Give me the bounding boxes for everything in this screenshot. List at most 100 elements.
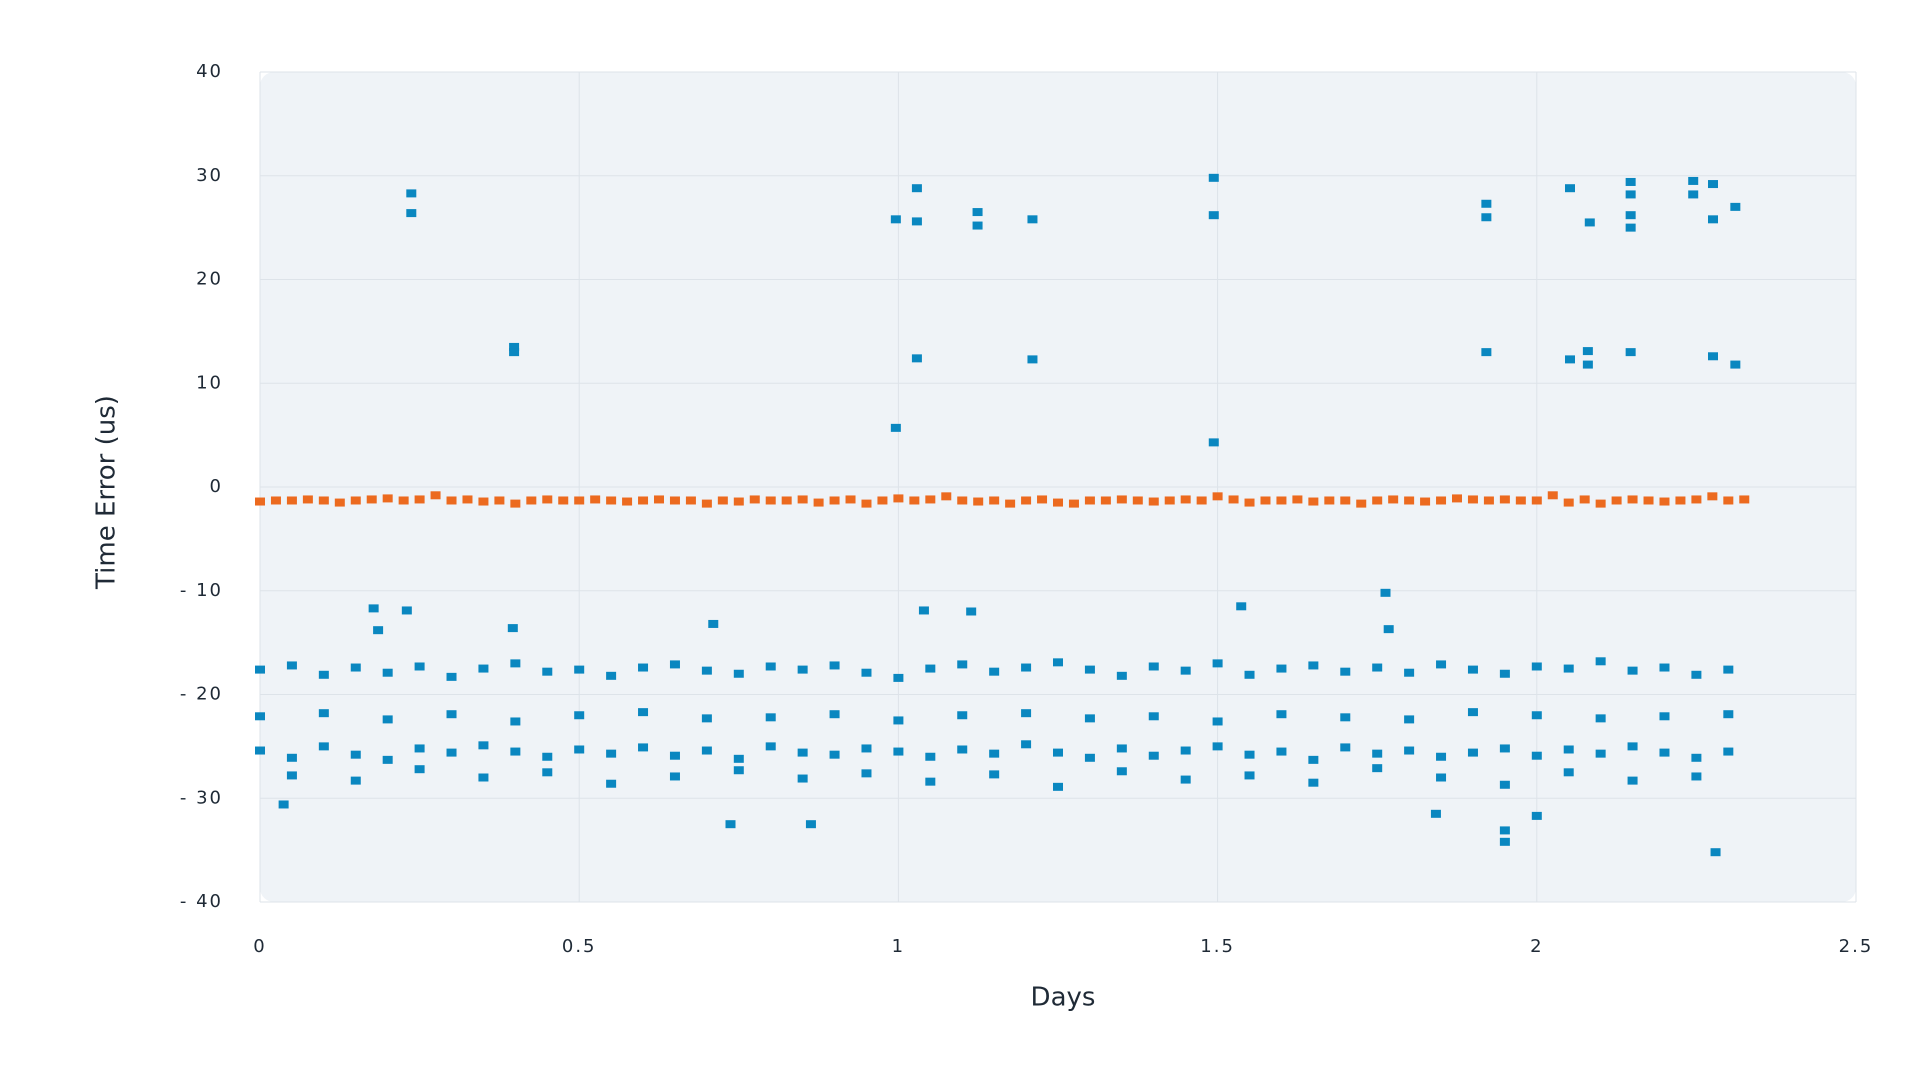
point bbox=[1244, 750, 1255, 759]
point bbox=[1467, 748, 1478, 757]
point bbox=[1707, 215, 1718, 224]
point bbox=[797, 665, 808, 674]
point bbox=[494, 496, 505, 505]
point bbox=[890, 215, 901, 224]
point bbox=[478, 741, 489, 750]
point bbox=[1430, 809, 1441, 818]
point bbox=[1483, 496, 1494, 505]
point bbox=[701, 499, 712, 508]
point bbox=[1276, 747, 1287, 756]
point bbox=[510, 499, 521, 508]
point bbox=[733, 669, 744, 678]
point bbox=[1132, 496, 1143, 505]
point bbox=[1116, 671, 1127, 680]
point bbox=[278, 800, 289, 809]
point bbox=[350, 496, 361, 505]
point bbox=[717, 496, 728, 505]
point bbox=[701, 746, 712, 755]
point bbox=[1116, 767, 1127, 776]
point bbox=[406, 189, 417, 198]
point bbox=[989, 667, 1000, 676]
point bbox=[1380, 588, 1391, 597]
point bbox=[1499, 837, 1510, 846]
point bbox=[1625, 190, 1636, 199]
point bbox=[318, 709, 329, 718]
point bbox=[654, 495, 664, 504]
point bbox=[622, 497, 633, 506]
point bbox=[733, 754, 744, 763]
point bbox=[733, 766, 744, 775]
point bbox=[1208, 173, 1219, 182]
point bbox=[1053, 782, 1063, 791]
point bbox=[1212, 742, 1223, 751]
point bbox=[350, 776, 361, 785]
point bbox=[893, 747, 904, 756]
point bbox=[1084, 665, 1095, 674]
point bbox=[918, 606, 929, 615]
point bbox=[1627, 742, 1638, 751]
point bbox=[638, 708, 649, 717]
point bbox=[1324, 496, 1335, 505]
point bbox=[510, 747, 521, 756]
point bbox=[1659, 497, 1670, 506]
point bbox=[1481, 199, 1492, 208]
point bbox=[957, 745, 968, 754]
y-tick-label: 20 bbox=[196, 269, 223, 290]
point bbox=[1499, 826, 1510, 835]
point bbox=[1547, 491, 1558, 500]
point bbox=[1627, 495, 1638, 504]
point bbox=[1148, 497, 1159, 506]
y-tick-label: - 40 bbox=[180, 891, 223, 912]
point bbox=[1228, 495, 1239, 504]
point bbox=[1420, 497, 1431, 506]
point bbox=[1053, 748, 1063, 757]
point bbox=[1116, 744, 1127, 753]
point bbox=[1084, 753, 1095, 762]
point bbox=[989, 496, 1000, 505]
point bbox=[1531, 751, 1542, 760]
point bbox=[1627, 776, 1638, 785]
point bbox=[1308, 755, 1319, 764]
point bbox=[765, 496, 776, 505]
point bbox=[893, 673, 904, 682]
point bbox=[1691, 753, 1702, 762]
point bbox=[829, 496, 840, 505]
point bbox=[542, 768, 553, 777]
point bbox=[1730, 202, 1741, 211]
point bbox=[606, 779, 617, 788]
point bbox=[1707, 180, 1718, 189]
point bbox=[542, 667, 553, 676]
point bbox=[972, 208, 983, 217]
point bbox=[1027, 215, 1038, 224]
point bbox=[829, 661, 840, 670]
point bbox=[318, 496, 329, 505]
point bbox=[1595, 714, 1606, 723]
point bbox=[430, 491, 441, 500]
point bbox=[509, 348, 520, 357]
point bbox=[1595, 499, 1606, 508]
point bbox=[574, 745, 585, 754]
point bbox=[373, 626, 384, 635]
point bbox=[1467, 665, 1478, 674]
point bbox=[1404, 496, 1415, 505]
point bbox=[829, 710, 840, 719]
point bbox=[1404, 668, 1415, 677]
point bbox=[781, 496, 792, 505]
point bbox=[1372, 764, 1383, 773]
point bbox=[1308, 497, 1319, 506]
point bbox=[893, 494, 904, 503]
point bbox=[1084, 714, 1095, 723]
point bbox=[1730, 360, 1741, 369]
point bbox=[1436, 660, 1447, 669]
point bbox=[1308, 778, 1319, 787]
labels: 40 30 20 10 0 - 10 - 20 - 30 - 40 0 0.5 1 1.5 2 2.5 bbox=[180, 61, 1871, 957]
point bbox=[414, 744, 425, 753]
point bbox=[1436, 752, 1447, 761]
x-tick-label: 0 bbox=[253, 936, 266, 957]
point bbox=[1611, 496, 1622, 505]
point bbox=[1659, 663, 1670, 672]
point bbox=[1625, 348, 1636, 357]
point bbox=[1027, 355, 1038, 364]
point bbox=[1452, 494, 1462, 503]
